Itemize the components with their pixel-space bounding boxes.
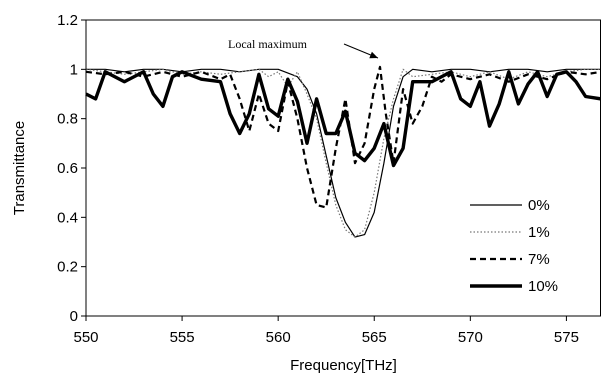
x-axis-ticks: 550 555 560 565 570 575 bbox=[73, 316, 579, 346]
x-tick-label: 560 bbox=[266, 329, 291, 346]
plot-area-frame bbox=[85, 19, 601, 317]
annotation-arrowhead-icon bbox=[369, 51, 378, 59]
x-tick-label: 575 bbox=[554, 329, 579, 346]
annotation-local-maximum: Local maximum bbox=[228, 37, 379, 59]
series-line-3 bbox=[85, 70, 601, 168]
annotation-text: Local maximum bbox=[228, 37, 308, 51]
y-tick-label: 1 bbox=[70, 61, 78, 78]
legend-label-1pct: 1% bbox=[528, 224, 550, 241]
legend-label-10pct: 10% bbox=[528, 278, 558, 295]
legend-item-0pct: 0% bbox=[470, 197, 550, 214]
y-tick-label: 0.2 bbox=[57, 259, 78, 276]
y-tick-label: 0.6 bbox=[57, 160, 78, 177]
y-tick-label: 0.8 bbox=[57, 111, 78, 128]
legend-label-7pct: 7% bbox=[528, 251, 550, 268]
x-tick-label: 570 bbox=[458, 329, 483, 346]
series-line-1 bbox=[85, 68, 601, 238]
y-axis-title: Transmittance bbox=[11, 121, 28, 215]
y-tick-label: 1.2 bbox=[57, 12, 78, 29]
legend-item-1pct: 1% bbox=[470, 224, 550, 241]
series-line-0 bbox=[86, 68, 601, 238]
y-tick-label: 0.4 bbox=[57, 209, 78, 226]
series-line-2 bbox=[85, 65, 601, 209]
x-tick-label: 550 bbox=[73, 329, 98, 346]
x-axis-title: Frequency[THz] bbox=[290, 357, 397, 374]
y-tick-label: 0 bbox=[70, 308, 78, 325]
series-layer bbox=[85, 65, 601, 238]
legend: 0% 1% 7% 10% bbox=[470, 197, 558, 295]
y-axis-ticks: 0 0.2 0.4 0.6 0.8 1 1.2 bbox=[57, 12, 86, 325]
legend-item-10pct: 10% bbox=[470, 278, 558, 295]
x-tick-label: 565 bbox=[362, 329, 387, 346]
legend-item-7pct: 7% bbox=[470, 251, 550, 268]
x-tick-label: 555 bbox=[170, 329, 195, 346]
legend-label-0pct: 0% bbox=[528, 197, 550, 214]
